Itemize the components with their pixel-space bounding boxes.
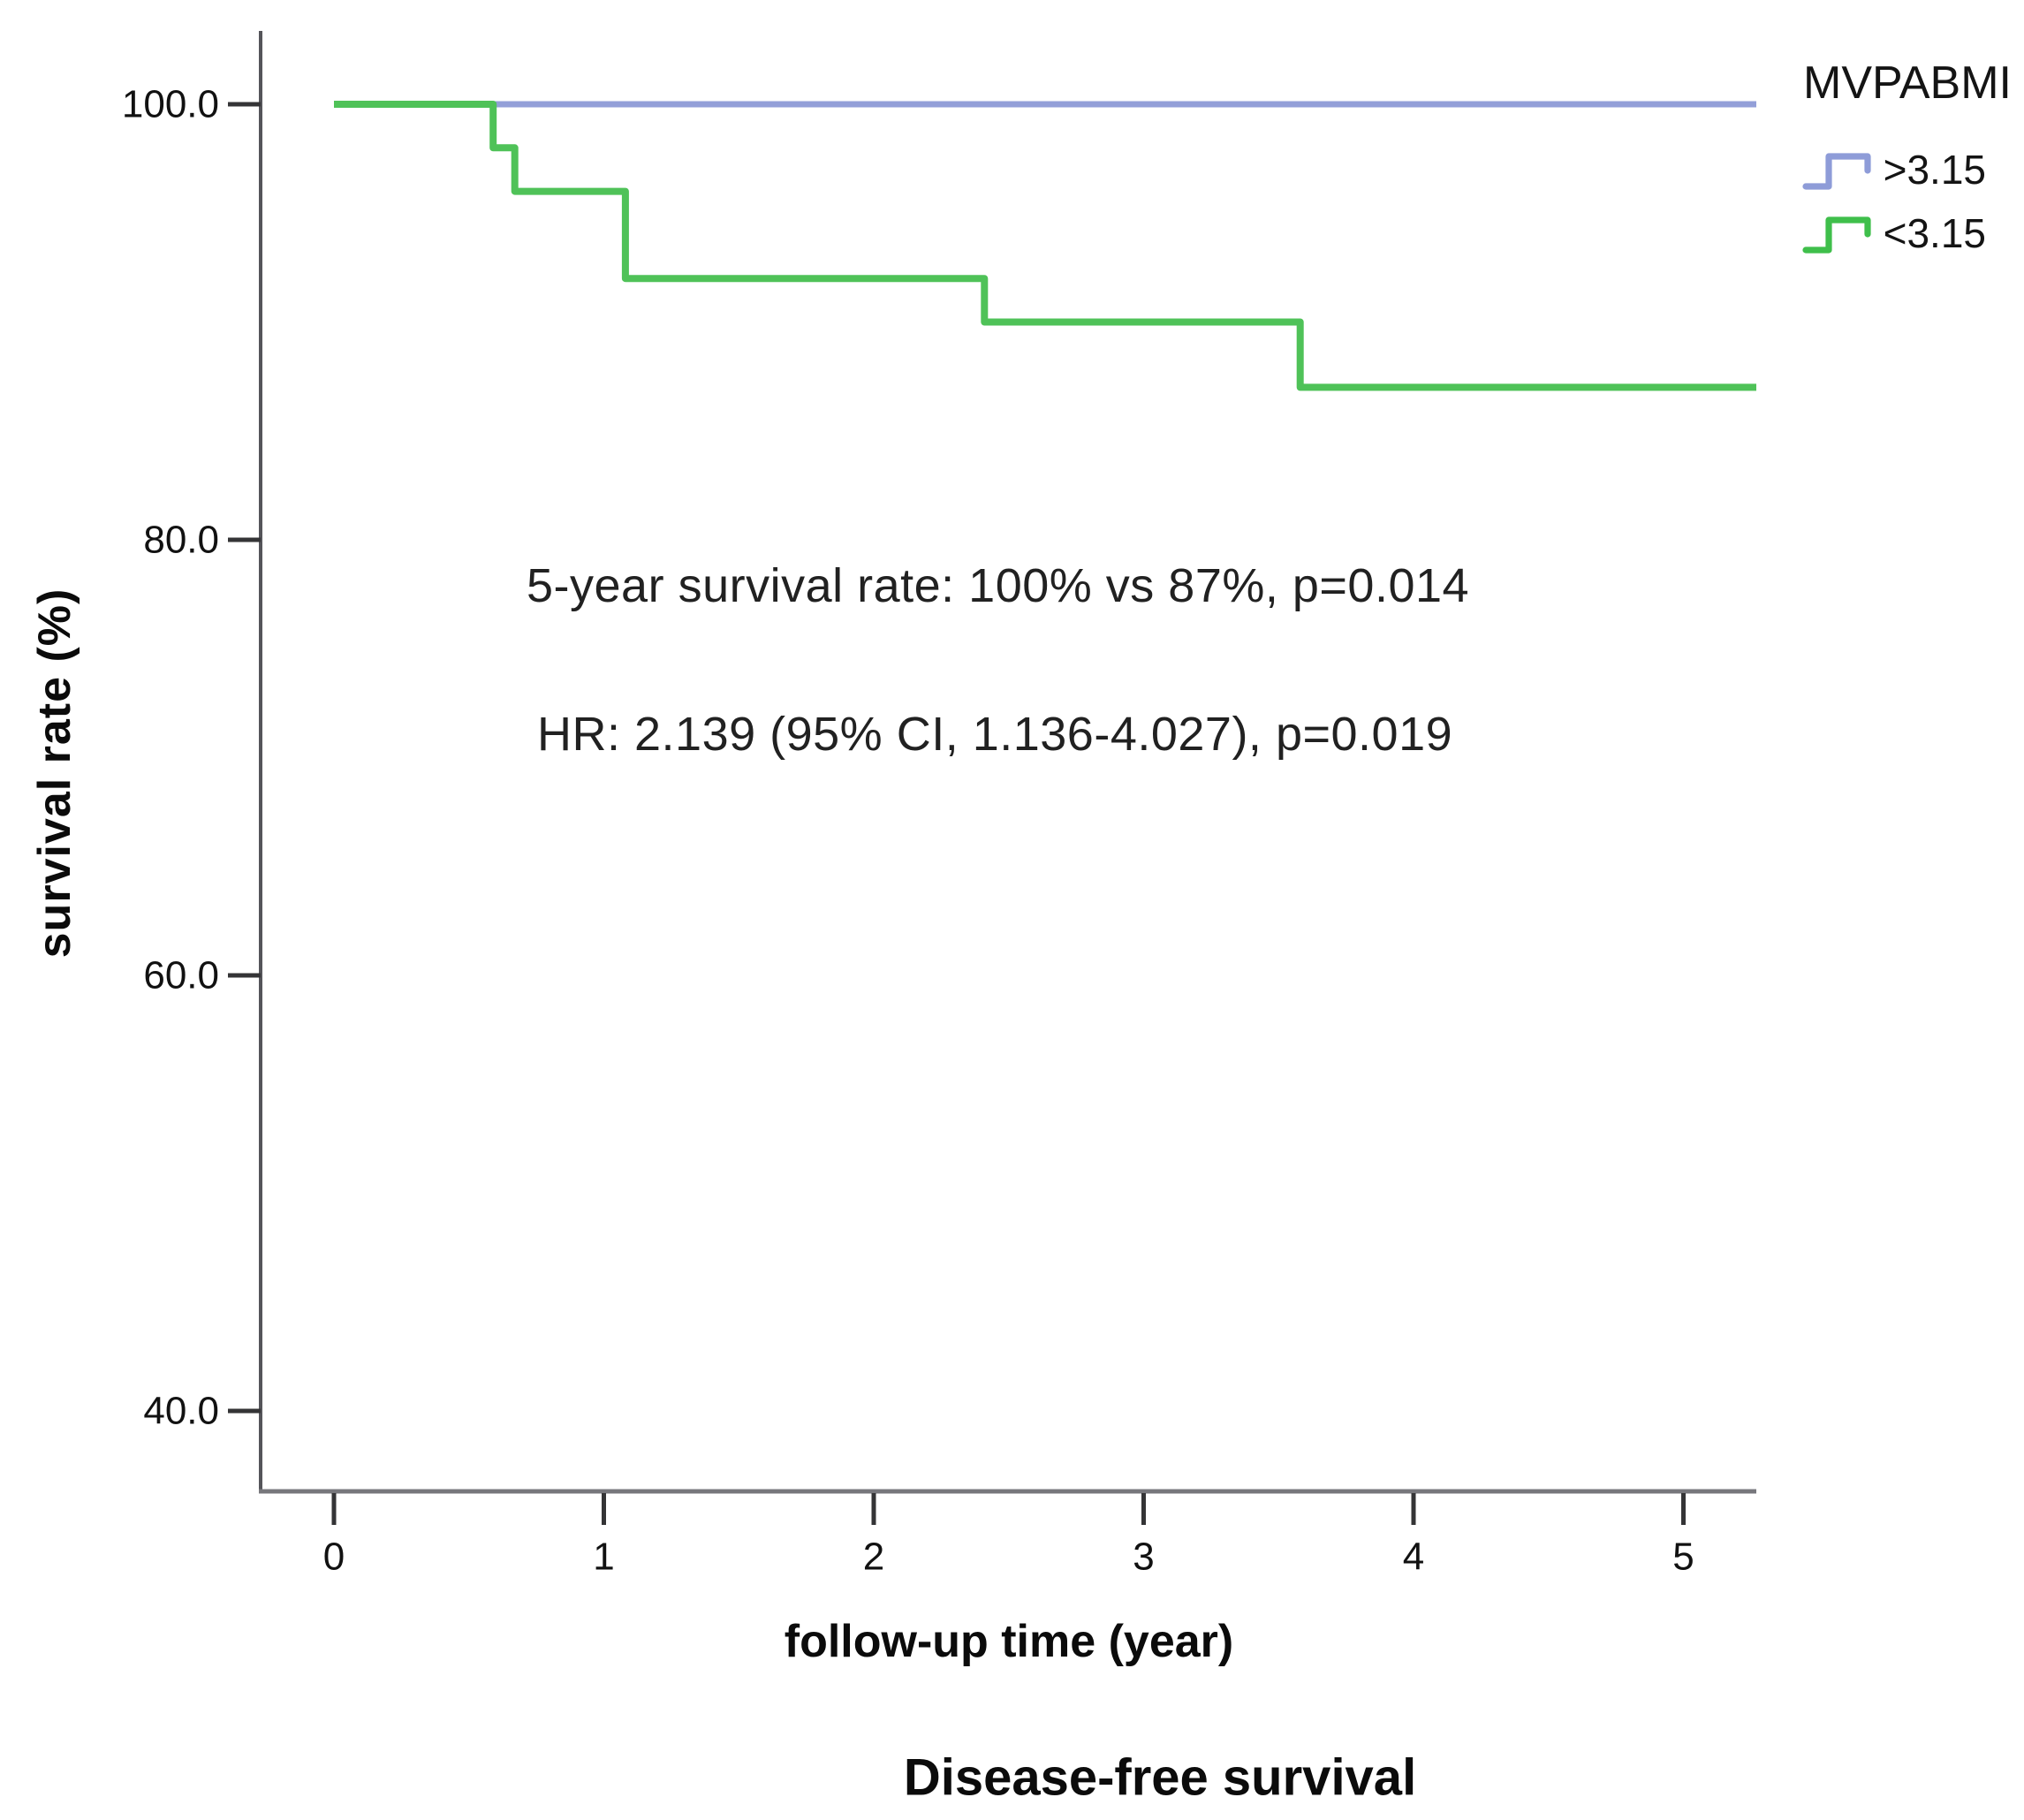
legend-title: MVPABMI [1803,57,2012,109]
legend: >3.15 <3.15 [1801,144,1986,259]
legend-item-label: <3.15 [1883,210,1986,256]
step-line-icon [1801,216,1871,254]
chart-title: Disease-free survival [903,1748,1417,1807]
y-tick-label: 60.0 [143,954,219,997]
legend-item: >3.15 [1801,144,1986,195]
step-line-icon [1801,153,1871,190]
x-tick-label: 4 [1403,1536,1424,1579]
x-axis-title: follow-up time (year) [784,1616,1234,1667]
annotation-hazard-ratio: HR: 2.139 (95% CI, 1.136-4.027), p=0.019 [537,708,1453,761]
legend-item-label: >3.15 [1883,147,1986,193]
survival-curve-lt-315 [334,101,1756,391]
legend-item: <3.15 [1801,208,1986,259]
x-tick-label: 3 [1133,1536,1154,1579]
y-tick-label: 40.0 [143,1390,219,1433]
x-tick-label: 2 [863,1536,884,1579]
x-tick-label: 5 [1672,1536,1694,1579]
y-tick-label: 80.0 [143,519,219,562]
x-tick-label: 1 [593,1536,614,1579]
annotation-survival-rate: 5-year survival rate: 100% vs 87%, p=0.0… [527,559,1470,612]
y-tick-label: 100.0 [122,83,219,126]
y-axis-title: survival rate (%) [29,588,80,959]
x-tick-label: 0 [323,1536,345,1579]
